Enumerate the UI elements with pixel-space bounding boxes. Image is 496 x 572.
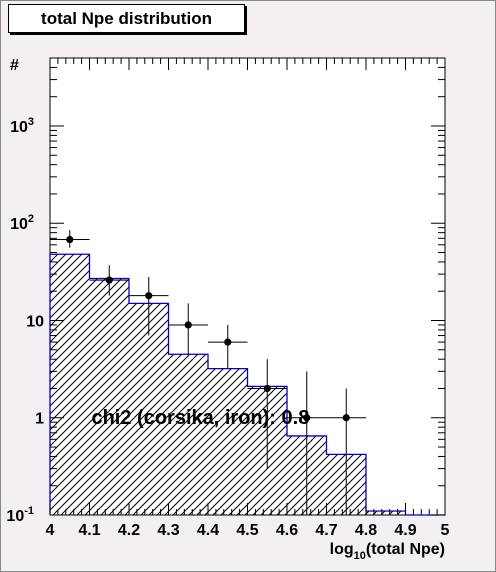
- histogram-bar: [366, 510, 406, 515]
- chart-title: total Npe distribution: [8, 4, 245, 33]
- y-tick-label: 102: [10, 213, 34, 233]
- data-point: [342, 414, 350, 422]
- data-point: [303, 414, 311, 422]
- data-point: [224, 338, 232, 346]
- x-tick-label: 4.4: [197, 522, 219, 539]
- data-point: [66, 235, 74, 244]
- histogram-bar: [129, 303, 169, 515]
- histogram-outline: [49, 253, 445, 516]
- x-tick-label: 4.2: [118, 522, 140, 539]
- x-tick-label: 4.9: [394, 522, 416, 539]
- y-tick-label: 1: [35, 411, 44, 428]
- x-tick-label: 5: [441, 522, 450, 539]
- x-axis-label: log10(total Npe): [330, 541, 445, 562]
- data-point: [263, 384, 271, 393]
- y-tick-label: 10: [26, 313, 44, 330]
- x-tick-label: 4: [46, 522, 55, 539]
- data-point: [105, 276, 113, 284]
- x-tick-label: 4.8: [355, 522, 377, 539]
- y-tick-label: 10-1: [6, 505, 34, 525]
- x-tick-label: 4.1: [78, 522, 100, 539]
- x-tick-label: 4.6: [276, 522, 298, 539]
- x-tick-label: 4.7: [315, 522, 337, 539]
- histogram-bar: [50, 254, 90, 515]
- y-tick-label: 103: [10, 116, 34, 136]
- y-axis-label: #: [10, 57, 19, 74]
- chi2-annotation: chi2 (corsika, iron): 0.8: [91, 407, 309, 429]
- x-tick-label: 4.3: [157, 522, 179, 539]
- data-point: [184, 321, 192, 329]
- x-tick-label: 4.5: [236, 522, 258, 539]
- histogram-bar: [168, 354, 208, 515]
- histogram-bar: [89, 278, 129, 515]
- histogram-bar: [208, 368, 248, 515]
- data-point: [145, 292, 153, 300]
